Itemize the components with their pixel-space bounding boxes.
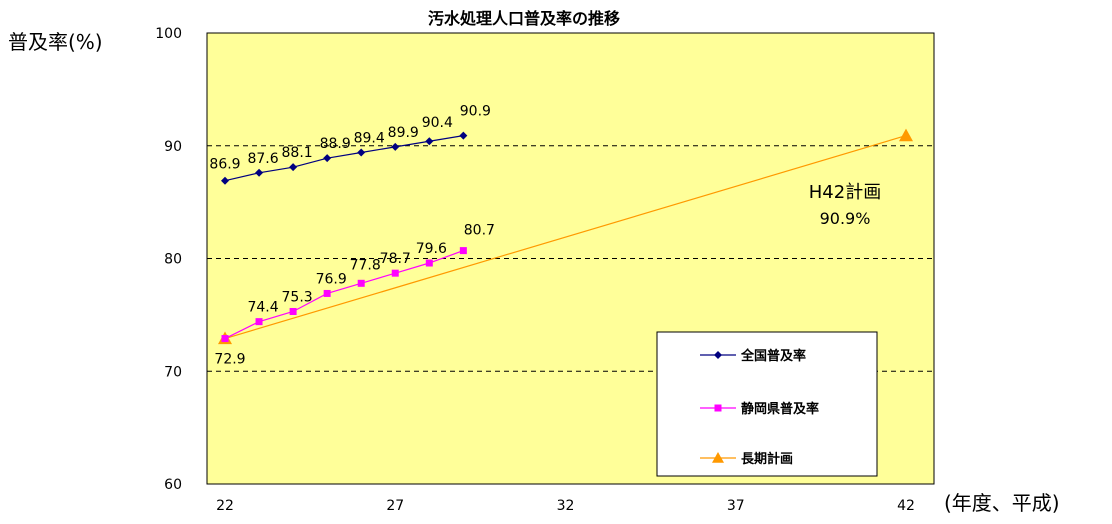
label-shizuoka-4: 77.8 bbox=[350, 257, 381, 273]
annotation-line2: 90.9% bbox=[820, 209, 871, 228]
point-1-3 bbox=[323, 289, 331, 297]
label-shizuoka-1: 74.4 bbox=[247, 300, 278, 316]
legend-marker-1 bbox=[714, 404, 722, 412]
label-shizuoka-2: 75.3 bbox=[282, 289, 313, 305]
point-2-1 bbox=[899, 128, 913, 142]
label-national-6: 90.4 bbox=[422, 115, 453, 131]
point-1-2 bbox=[289, 307, 297, 315]
x-tick-labels: 22 27 32 37 42 bbox=[216, 498, 915, 514]
point-0-2 bbox=[289, 163, 298, 172]
label-national-1: 87.6 bbox=[247, 151, 278, 167]
point-1-7 bbox=[459, 247, 467, 255]
legend-label-1: 静岡県普及率 bbox=[741, 401, 819, 417]
x-tick-42: 42 bbox=[897, 498, 915, 514]
label-shizuoka-5: 78.7 bbox=[380, 251, 411, 267]
label-shizuoka-7: 80.7 bbox=[464, 223, 495, 239]
label-shizuoka-3: 76.9 bbox=[316, 271, 347, 287]
series-line-2 bbox=[224, 135, 907, 340]
y-tick-100: 100 bbox=[155, 26, 182, 42]
legend-marker-2 bbox=[712, 452, 724, 463]
annotation-line1: H42計画 bbox=[809, 182, 881, 203]
x-tick-27: 27 bbox=[386, 498, 404, 514]
point-0-1 bbox=[255, 168, 264, 177]
x-tick-22: 22 bbox=[216, 498, 234, 514]
y-tick-70: 70 bbox=[164, 364, 182, 380]
label-shizuoka-6: 79.6 bbox=[416, 241, 447, 257]
series-group bbox=[218, 128, 913, 345]
label-national-5: 89.9 bbox=[388, 125, 419, 141]
point-0-0 bbox=[221, 176, 229, 185]
point-1-4 bbox=[357, 279, 365, 287]
point-1-1 bbox=[255, 318, 263, 326]
label-national-0: 86.9 bbox=[209, 157, 240, 173]
y-tick-labels: 60 70 80 90 100 bbox=[155, 26, 182, 493]
data-labels: 86.9 87.6 88.1 88.9 89.4 89.990.4 90.9 72.9 74.4… bbox=[209, 104, 495, 368]
y-axis-label: 普及率(%) bbox=[8, 30, 103, 54]
y-tick-90: 90 bbox=[164, 139, 182, 155]
label-national-2: 88.1 bbox=[282, 145, 313, 161]
x-axis-label: (年度、平成) bbox=[944, 491, 1060, 515]
point-0-5 bbox=[391, 142, 400, 151]
chart-title: 汚水処理人口普及率の推移 bbox=[428, 9, 620, 28]
point-1-0 bbox=[221, 335, 229, 343]
y-tick-80: 80 bbox=[164, 252, 182, 268]
legend-label-2: 長期計画 bbox=[741, 451, 793, 467]
point-1-5 bbox=[391, 269, 399, 277]
legend-marker-0 bbox=[714, 351, 722, 359]
label-shizuoka-0: 72.9 bbox=[214, 352, 245, 368]
x-tick-37: 37 bbox=[727, 498, 745, 514]
y-tick-60: 60 bbox=[164, 477, 182, 493]
label-national-4: 89.4 bbox=[354, 131, 385, 147]
series-line-0 bbox=[224, 135, 464, 182]
label-national-3: 88.9 bbox=[320, 136, 351, 152]
legend-box bbox=[656, 331, 878, 477]
legend-label-0: 全国普及率 bbox=[740, 348, 806, 364]
x-tick-32: 32 bbox=[557, 498, 575, 514]
point-0-6 bbox=[425, 137, 434, 146]
label-national-7: 90.9 bbox=[460, 104, 491, 120]
point-0-7 bbox=[459, 131, 468, 140]
point-1-6 bbox=[425, 259, 433, 267]
series-line-1 bbox=[224, 250, 464, 340]
point-0-3 bbox=[323, 154, 332, 163]
point-0-4 bbox=[357, 148, 366, 157]
